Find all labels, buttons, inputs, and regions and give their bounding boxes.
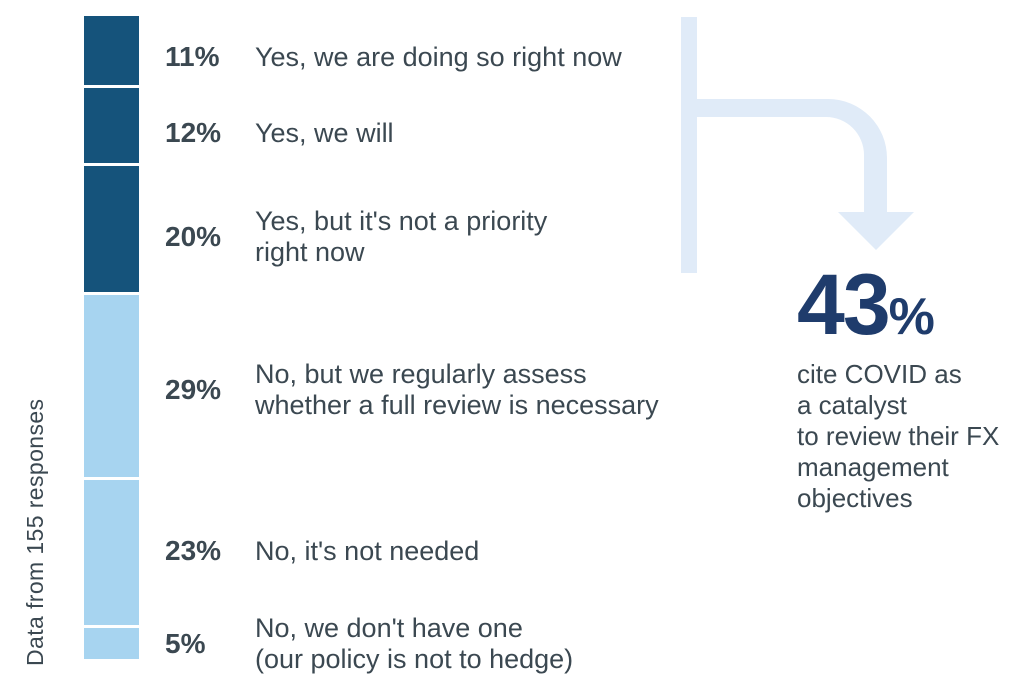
bar-segment <box>84 627 139 659</box>
percent-label: 29% <box>165 374 222 405</box>
answer-label: Yes, we are doing so right now <box>255 41 622 72</box>
callout-text: cite COVID as a catalyst to review their… <box>797 359 1000 513</box>
answer-row: 12% Yes, we will <box>165 93 685 173</box>
bar-segment <box>84 295 139 478</box>
vertical-flow-line <box>681 17 697 273</box>
bar-segment <box>84 166 139 293</box>
callout-value: 43 <box>797 257 891 353</box>
bent-down-arrow-icon <box>697 99 914 250</box>
callout: 43% <box>797 262 935 348</box>
callout-unit: % <box>888 288 935 346</box>
stacked-bar <box>84 16 139 659</box>
bar-segment <box>84 88 139 164</box>
answer-label: No, but we regularly assess whether a fu… <box>255 359 659 420</box>
answer-row: 5% No, we don't have one (our policy is … <box>165 604 685 684</box>
percent-label: 12% <box>165 117 222 148</box>
bar-segment <box>84 480 139 625</box>
answer-row: 20% Yes, but it's not a priority right n… <box>165 197 685 277</box>
answer-row: 11% Yes, we are doing so right now <box>165 17 685 97</box>
answer-row: 29% No, but we regularly assess whether … <box>165 350 685 430</box>
percent-label: 23% <box>165 535 222 566</box>
answer-label: No, it's not needed <box>255 535 480 566</box>
answer-row: 23% No, it's not needed <box>165 511 685 591</box>
percent-label: 20% <box>165 221 222 252</box>
answer-label: Yes, but it's not a priority right now <box>255 206 548 267</box>
answer-label: No, we don't have one (our policy is not… <box>255 613 574 674</box>
percent-label: 5% <box>165 628 206 659</box>
percent-label: 11% <box>165 41 220 72</box>
bar-segment <box>84 16 139 86</box>
answer-label: Yes, we will <box>255 117 394 148</box>
